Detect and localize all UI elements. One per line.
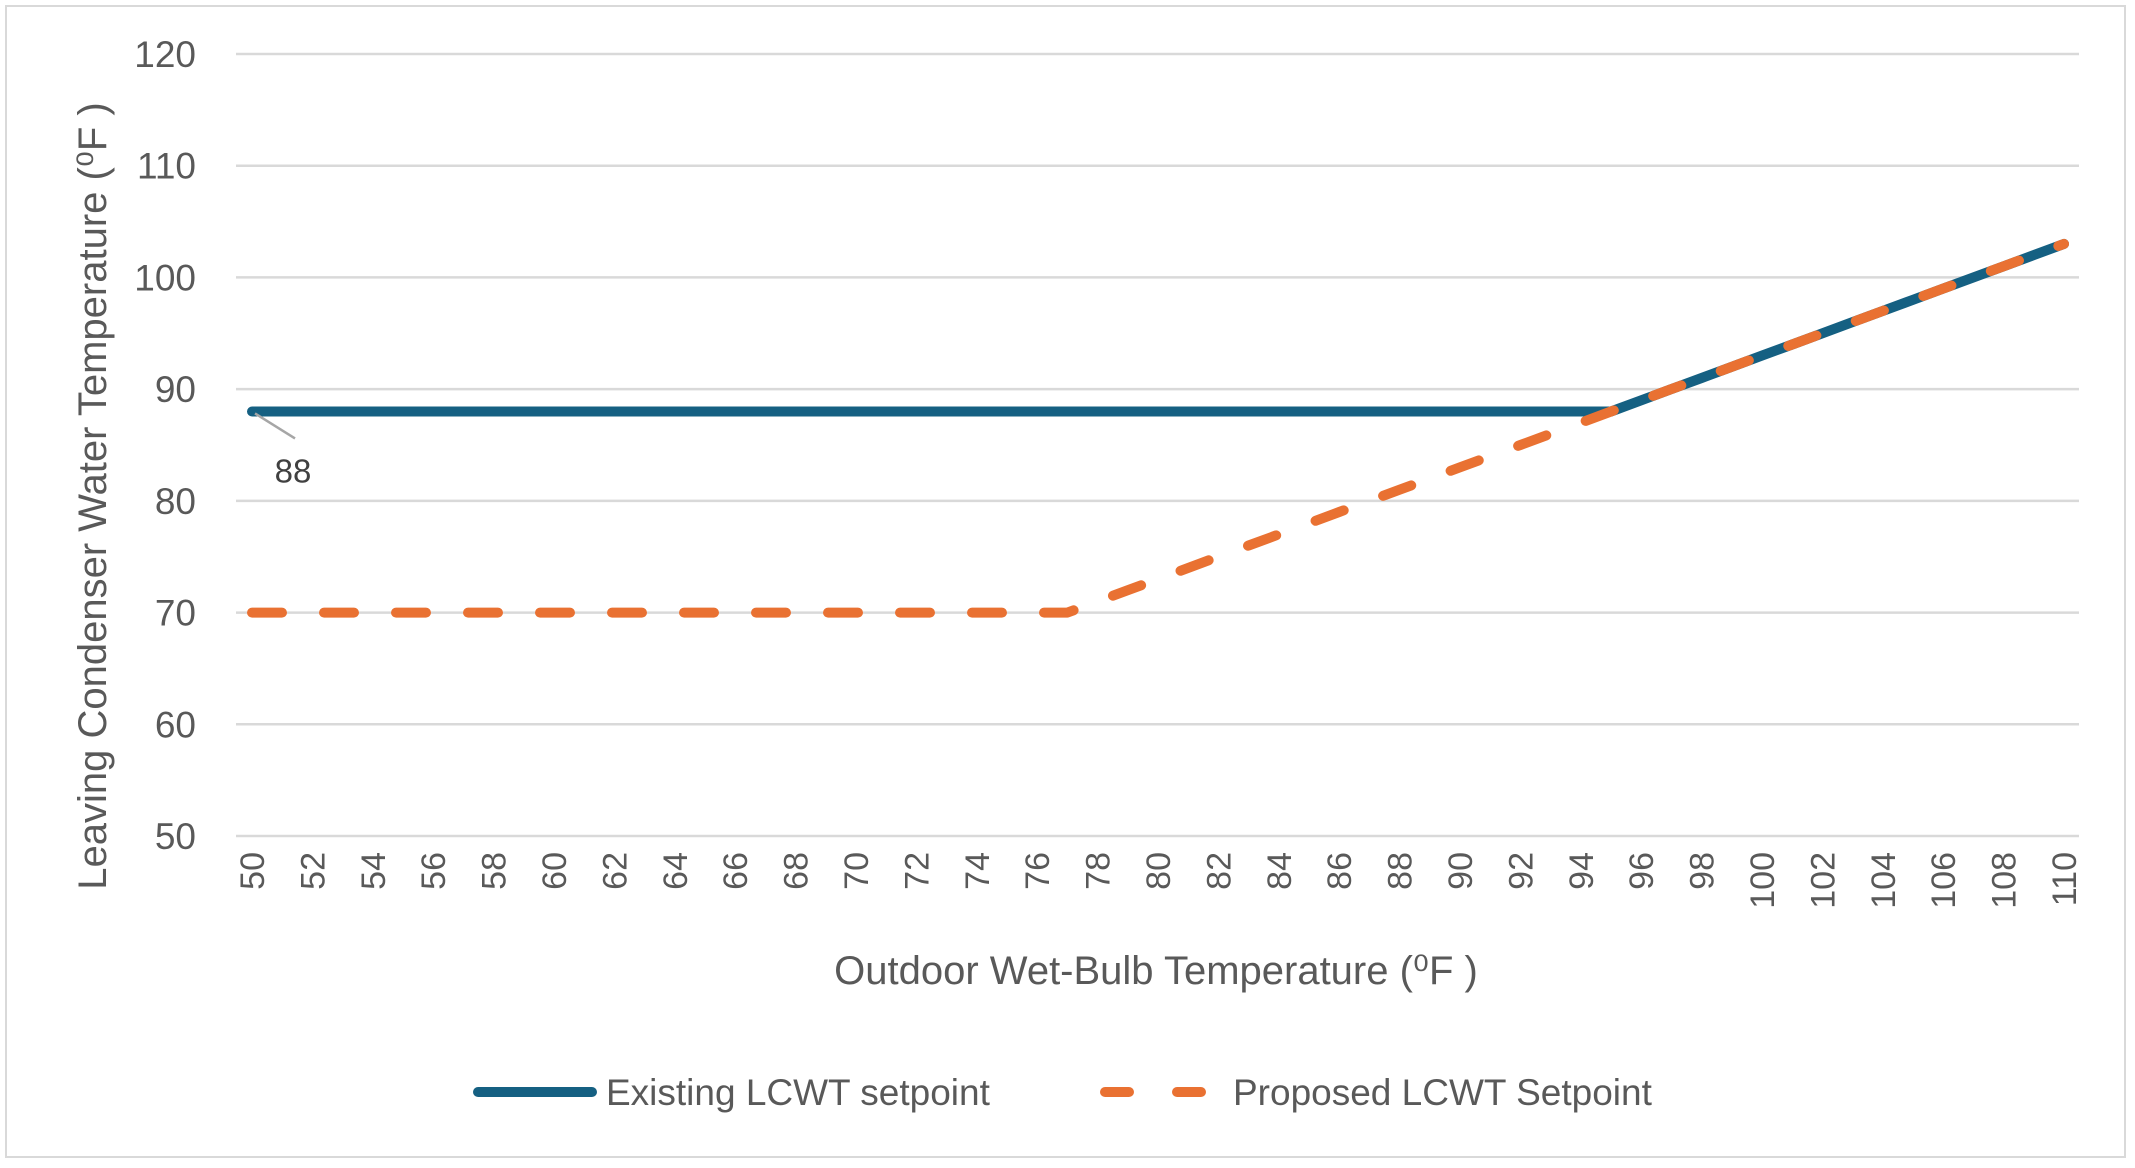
y-tick-label: 100 <box>134 257 196 298</box>
annotation-leader-line <box>254 412 296 440</box>
x-tick-label: 108 <box>1986 852 2024 909</box>
data-label: 88 <box>275 452 312 489</box>
x-tick-label: 60 <box>536 852 574 890</box>
x-tick-label: 54 <box>355 852 393 890</box>
x-tick-label: 70 <box>838 852 876 890</box>
annotation-layer: 88 <box>254 412 312 489</box>
y-tick-label: 50 <box>155 816 196 857</box>
y-tick-label: 120 <box>134 34 196 75</box>
x-tick-label: 90 <box>1442 852 1480 890</box>
x-tick-label: 58 <box>476 852 514 890</box>
x-tick-label: 82 <box>1200 852 1238 890</box>
x-tick-label: 72 <box>898 852 936 890</box>
x-tick-label: 68 <box>778 852 816 890</box>
x-tick-label: 106 <box>1925 852 1963 909</box>
x-axis-title: Outdoor Wet-Bulb Temperature (⁰F ) <box>834 949 1478 993</box>
x-tick-label: 104 <box>1865 852 1903 909</box>
series-line-existing <box>247 238 2069 417</box>
legend-label-existing: Existing LCWT setpoint <box>606 1072 991 1113</box>
x-tick-label: 94 <box>1563 852 1601 890</box>
series-line-proposed <box>247 238 2069 618</box>
x-tick-label: 102 <box>1804 852 1842 909</box>
gridlines <box>236 52 2079 838</box>
y-tick-label: 70 <box>155 593 196 634</box>
x-tick-label: 62 <box>596 852 634 890</box>
x-tick-label: 52 <box>294 852 332 890</box>
y-tick-label: 90 <box>155 369 196 410</box>
x-tick-label: 80 <box>1140 852 1178 890</box>
x-tick-label: 86 <box>1321 852 1359 890</box>
x-tick-label: 84 <box>1261 852 1299 890</box>
x-tick-label: 56 <box>415 852 453 890</box>
x-tick-label: 96 <box>1623 852 1661 890</box>
x-tick-label: 74 <box>959 852 997 890</box>
x-tick-label: 78 <box>1080 852 1118 890</box>
y-tick-label: 110 <box>137 146 196 187</box>
legend-label-proposed: Proposed LCWT Setpoint <box>1233 1072 1653 1113</box>
x-tick-label: 66 <box>717 852 755 890</box>
x-tick-label: 100 <box>1744 852 1782 909</box>
x-tick-label: 98 <box>1684 852 1722 890</box>
x-axis-tick-labels: 50 52 54 56 58 60 62 64 66 68 70 72 74 76 78 80 82 84 86 88… <box>234 852 2084 909</box>
y-tick-label: 60 <box>155 704 196 745</box>
x-tick-label: 92 <box>1502 852 1540 890</box>
chart-frame <box>5 5 2126 1158</box>
x-tick-label: 110 <box>2046 852 2084 906</box>
legend-item-proposed[interactable]: Proposed LCWT Setpoint <box>1100 1072 1653 1113</box>
x-tick-label: 88 <box>1382 852 1420 890</box>
x-tick-label: 76 <box>1019 852 1057 890</box>
y-axis-tick-labels: 50 60 70 80 90 100 110 120 <box>134 34 196 857</box>
y-tick-label: 80 <box>155 481 196 522</box>
legend-item-existing[interactable]: Existing LCWT setpoint <box>473 1072 991 1113</box>
legend: Existing LCWT setpoint Proposed LCWT Set… <box>473 1072 1653 1113</box>
x-tick-label: 64 <box>657 852 695 890</box>
x-tick-label: 50 <box>234 852 272 890</box>
y-axis-title: Leaving Condenser Water Temperature (⁰F … <box>71 102 115 890</box>
series-layer <box>247 238 2069 618</box>
